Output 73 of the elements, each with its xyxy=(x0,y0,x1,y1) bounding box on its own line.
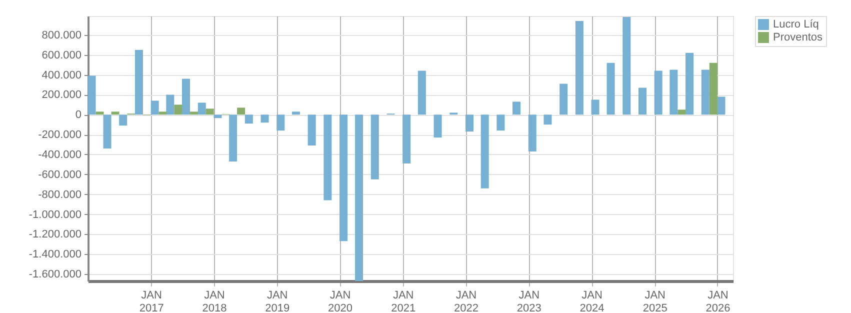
y-tick-label: 200.000 xyxy=(42,89,82,102)
bar xyxy=(119,114,128,126)
y-tick-label: 800.000 xyxy=(42,29,82,42)
bar xyxy=(638,88,646,115)
bar xyxy=(654,70,662,115)
legend-label: Lucro Líq xyxy=(773,18,819,30)
y-tick-label: -200.000 xyxy=(38,129,82,142)
bar xyxy=(166,94,174,115)
bar xyxy=(206,108,214,115)
bar xyxy=(237,108,246,115)
bar xyxy=(670,70,678,115)
x-tick-label: JAN 2021 xyxy=(391,290,416,313)
bar xyxy=(709,62,718,115)
bar xyxy=(575,20,584,115)
y-tick-label: -1.600.000 xyxy=(28,268,82,281)
bar xyxy=(418,70,426,115)
bar xyxy=(276,114,285,131)
bar xyxy=(96,112,104,115)
bar xyxy=(622,16,631,115)
bar xyxy=(496,114,505,131)
bar xyxy=(134,50,143,115)
bar xyxy=(292,112,300,115)
legend-label: Proventos xyxy=(773,32,824,44)
bar xyxy=(434,114,442,138)
y-tick-label: 400.000 xyxy=(42,69,82,82)
x-tick-label: JAN 2022 xyxy=(454,290,478,313)
bar xyxy=(678,110,686,115)
bar xyxy=(111,112,120,115)
bar xyxy=(229,114,238,162)
y-tick-label: -800.000 xyxy=(38,188,82,201)
bar xyxy=(88,76,96,115)
bar xyxy=(198,102,206,115)
y-tick-label: -1.200.000 xyxy=(28,228,82,241)
bar xyxy=(528,114,536,152)
bar xyxy=(686,52,694,115)
x-tick-label: JAN 2025 xyxy=(642,290,668,313)
bar xyxy=(717,96,726,115)
y-tick-label: -1.400.000 xyxy=(28,248,82,261)
bar xyxy=(355,114,364,281)
y-tick-label: -1.000.000 xyxy=(28,208,82,221)
y-tick-label: -400.000 xyxy=(38,148,82,161)
y-tick-label: 0 xyxy=(75,109,82,122)
bar xyxy=(158,112,167,115)
bar xyxy=(150,100,159,115)
bar xyxy=(174,104,182,115)
bar xyxy=(244,114,253,124)
bar xyxy=(591,100,600,115)
bar xyxy=(402,114,411,164)
x-tick-label: JAN 2020 xyxy=(328,290,353,313)
bar xyxy=(560,84,568,115)
x-tick-label: JAN 2017 xyxy=(139,290,164,313)
bar xyxy=(480,114,489,188)
bar xyxy=(324,114,332,200)
x-tick-label: JAN 2024 xyxy=(580,290,604,313)
bar xyxy=(544,114,552,125)
y-tick-label: 600.000 xyxy=(42,49,82,62)
bar xyxy=(103,114,112,148)
bar xyxy=(260,114,269,123)
bar xyxy=(606,62,615,115)
bar xyxy=(308,114,316,146)
x-tick-label: JAN 2019 xyxy=(265,290,290,313)
y-tick-label: -600.000 xyxy=(38,168,82,181)
x-tick-label: JAN 2023 xyxy=(516,290,542,313)
x-tick-label: JAN 2026 xyxy=(706,290,730,313)
bar xyxy=(340,114,348,242)
bar xyxy=(701,70,710,115)
bar xyxy=(370,114,379,180)
bar xyxy=(512,102,521,115)
bar xyxy=(190,112,198,115)
x-tick-label: JAN 2018 xyxy=(202,290,227,313)
bar xyxy=(182,78,190,115)
bar xyxy=(214,114,222,118)
bar xyxy=(465,114,474,132)
